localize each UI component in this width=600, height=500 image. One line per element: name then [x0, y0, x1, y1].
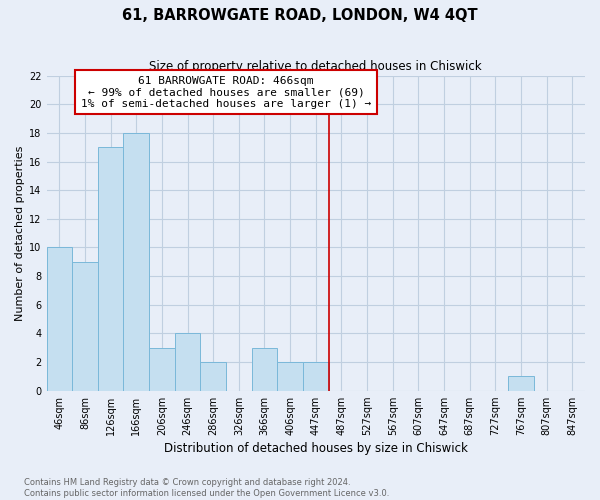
Bar: [72, 262, 98, 390]
X-axis label: Distribution of detached houses by size in Chiswick: Distribution of detached houses by size …: [164, 442, 468, 455]
Text: Contains HM Land Registry data © Crown copyright and database right 2024.
Contai: Contains HM Land Registry data © Crown c…: [24, 478, 389, 498]
Bar: [124, 133, 149, 390]
Bar: [47, 248, 72, 390]
Bar: [200, 362, 226, 390]
Bar: [251, 348, 277, 391]
Bar: [98, 147, 124, 390]
Title: Size of property relative to detached houses in Chiswick: Size of property relative to detached ho…: [149, 60, 482, 73]
Bar: [508, 376, 534, 390]
Text: 61 BARROWGATE ROAD: 466sqm
← 99% of detached houses are smaller (69)
1% of semi-: 61 BARROWGATE ROAD: 466sqm ← 99% of deta…: [81, 76, 371, 109]
Text: 61, BARROWGATE ROAD, LONDON, W4 4QT: 61, BARROWGATE ROAD, LONDON, W4 4QT: [122, 8, 478, 22]
Y-axis label: Number of detached properties: Number of detached properties: [15, 146, 25, 321]
Bar: [303, 362, 329, 390]
Bar: [175, 334, 200, 390]
Bar: [149, 348, 175, 391]
Bar: [277, 362, 303, 390]
